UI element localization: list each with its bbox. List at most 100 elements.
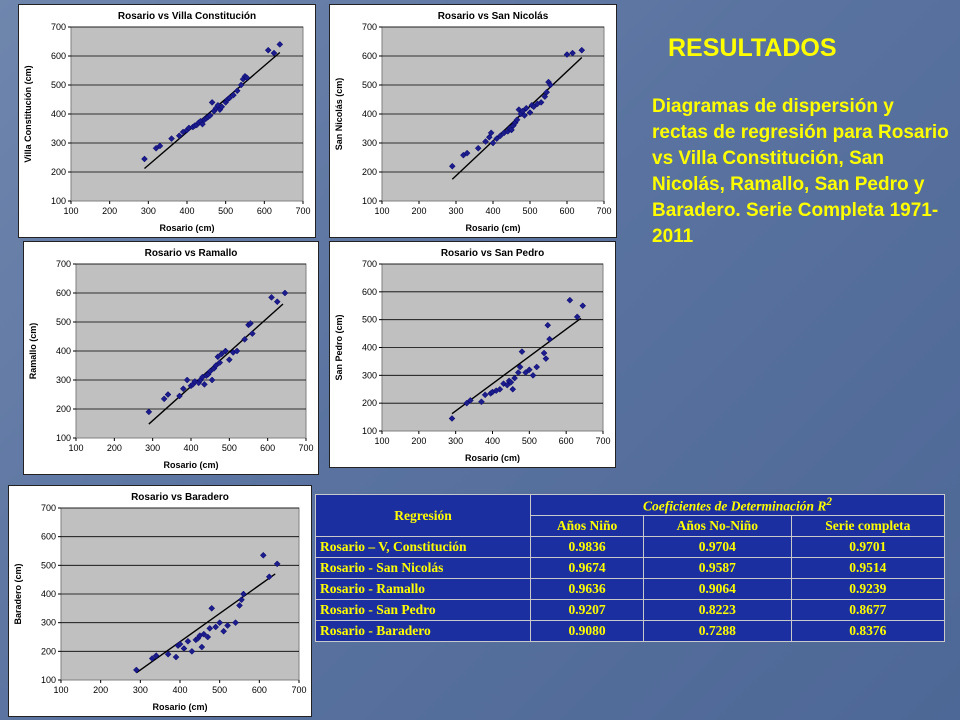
data-point (578, 46, 586, 54)
data-point (160, 395, 168, 403)
cell-value: 0.9704 (643, 536, 792, 558)
y-tick-label: 200 (362, 167, 377, 177)
x-tick-label: 400 (183, 443, 198, 453)
data-point (493, 135, 501, 143)
data-point (463, 149, 471, 157)
y-tick-label: 200 (41, 646, 56, 656)
x-tick-label: 500 (222, 443, 237, 453)
data-point (448, 415, 456, 422)
row-label: Rosario - San Pedro (315, 599, 531, 621)
data-point (208, 99, 216, 106)
y-tick-label: 400 (362, 343, 377, 353)
data-point (152, 652, 160, 659)
data-point (232, 619, 239, 627)
chart-title: Rosario vs Villa Constitución (118, 11, 256, 22)
data-point (540, 349, 548, 357)
data-point (507, 378, 515, 386)
data-point (206, 112, 214, 119)
data-point (516, 363, 524, 371)
y-axis-label: San Pedro (cm) (334, 314, 344, 380)
data-point (208, 604, 216, 612)
data-point (533, 363, 541, 371)
table-header-row: Regresión Coeficientes de Determinación … (315, 494, 945, 537)
y-tick-label: 400 (362, 109, 377, 119)
data-point (225, 356, 233, 364)
data-point (487, 129, 495, 137)
y-tick-label: 100 (56, 433, 71, 443)
y-tick-label: 500 (56, 317, 71, 327)
data-point (482, 138, 489, 145)
chart-title: Rosario vs Ramallo (145, 248, 238, 259)
x-tick-label: 100 (68, 443, 83, 453)
y-tick-label: 700 (41, 503, 56, 513)
data-point (529, 371, 537, 379)
table-row: Rosario - San Pedro 0.9207 0.8223 0.8677 (315, 599, 946, 621)
x-tick-label: 500 (522, 206, 537, 216)
data-point (243, 74, 251, 82)
cell-value: 0.8677 (790, 599, 946, 621)
cell-value: 0.8376 (790, 620, 946, 642)
y-tick-label: 300 (56, 375, 71, 385)
r2-table: Regresión Coeficientes de Determinación … (315, 494, 946, 642)
x-tick-label: 400 (172, 685, 187, 695)
x-axis-label: Rosario (cm) (465, 223, 520, 233)
col-header-nino: Años Niño (529, 515, 645, 537)
chart-san-pedro: Rosario vs San Pedro 100 200 300 400 500 600 70… (329, 241, 616, 468)
x-tick-label: 200 (93, 685, 108, 695)
y-tick-label: 400 (56, 346, 71, 356)
data-point (573, 313, 581, 321)
row-label: Rosario - Baradero (315, 620, 531, 642)
data-point (168, 135, 175, 143)
y-tick-label: 500 (41, 560, 56, 570)
data-point (513, 116, 521, 124)
y-tick-label: 700 (362, 259, 377, 269)
data-point (164, 650, 172, 658)
results-heading: RESULTADOS (668, 34, 837, 62)
y-axis-label: Ramallo (cm) (28, 323, 38, 380)
data-point (265, 573, 273, 581)
x-tick-label: 300 (141, 206, 156, 216)
y-tick-label: 200 (56, 404, 71, 414)
x-tick-label: 300 (448, 206, 463, 216)
data-point (236, 602, 243, 609)
y-tick-label: 100 (41, 675, 56, 685)
y-tick-label: 300 (51, 138, 66, 148)
x-tick-label: 700 (298, 443, 313, 453)
data-point (212, 623, 220, 631)
data-point (248, 330, 256, 337)
col-header-no-nino: Años No-Niño (643, 515, 792, 537)
data-point (208, 376, 216, 384)
y-axis-label: San Nicolás (cm) (334, 78, 344, 151)
y-tick-label: 700 (56, 259, 71, 269)
x-tick-label: 400 (485, 206, 500, 216)
data-point (141, 155, 148, 163)
x-axis-label: Rosario (cm) (152, 702, 207, 712)
y-tick-label: 300 (362, 370, 377, 380)
data-point (164, 391, 172, 398)
chart-title: Rosario vs Baradero (131, 492, 229, 503)
data-point (247, 320, 254, 327)
table-row: Rosario – V, Constitución 0.9836 0.9704 … (315, 536, 946, 558)
data-point (188, 647, 196, 655)
x-tick-label: 300 (133, 685, 148, 695)
data-point (514, 369, 522, 376)
y-axis-label: Baradero (cm) (13, 563, 23, 624)
x-tick-label: 200 (102, 206, 117, 216)
header-regresion: Regresión (315, 494, 531, 537)
data-point (543, 88, 551, 96)
chart-svg-4: Rosario vs San Pedro 100 200 300 400 500 600 70… (334, 248, 611, 463)
row-label: Rosario – V, Constitución (315, 536, 531, 558)
data-point (204, 633, 212, 641)
y-tick-label: 700 (362, 22, 377, 32)
data-point (481, 391, 489, 399)
data-point (525, 366, 533, 374)
table-row: Rosario - San Nicolás 0.9674 0.9587 0.95… (315, 557, 946, 579)
y-axis-label: Villa Constitución (cm) (23, 65, 33, 162)
data-point (233, 87, 241, 95)
data-point (214, 353, 222, 361)
data-point (216, 619, 224, 627)
x-tick-label: 400 (179, 206, 194, 216)
data-point (526, 109, 534, 116)
y-tick-label: 300 (362, 138, 377, 148)
y-tick-label: 400 (51, 109, 66, 119)
